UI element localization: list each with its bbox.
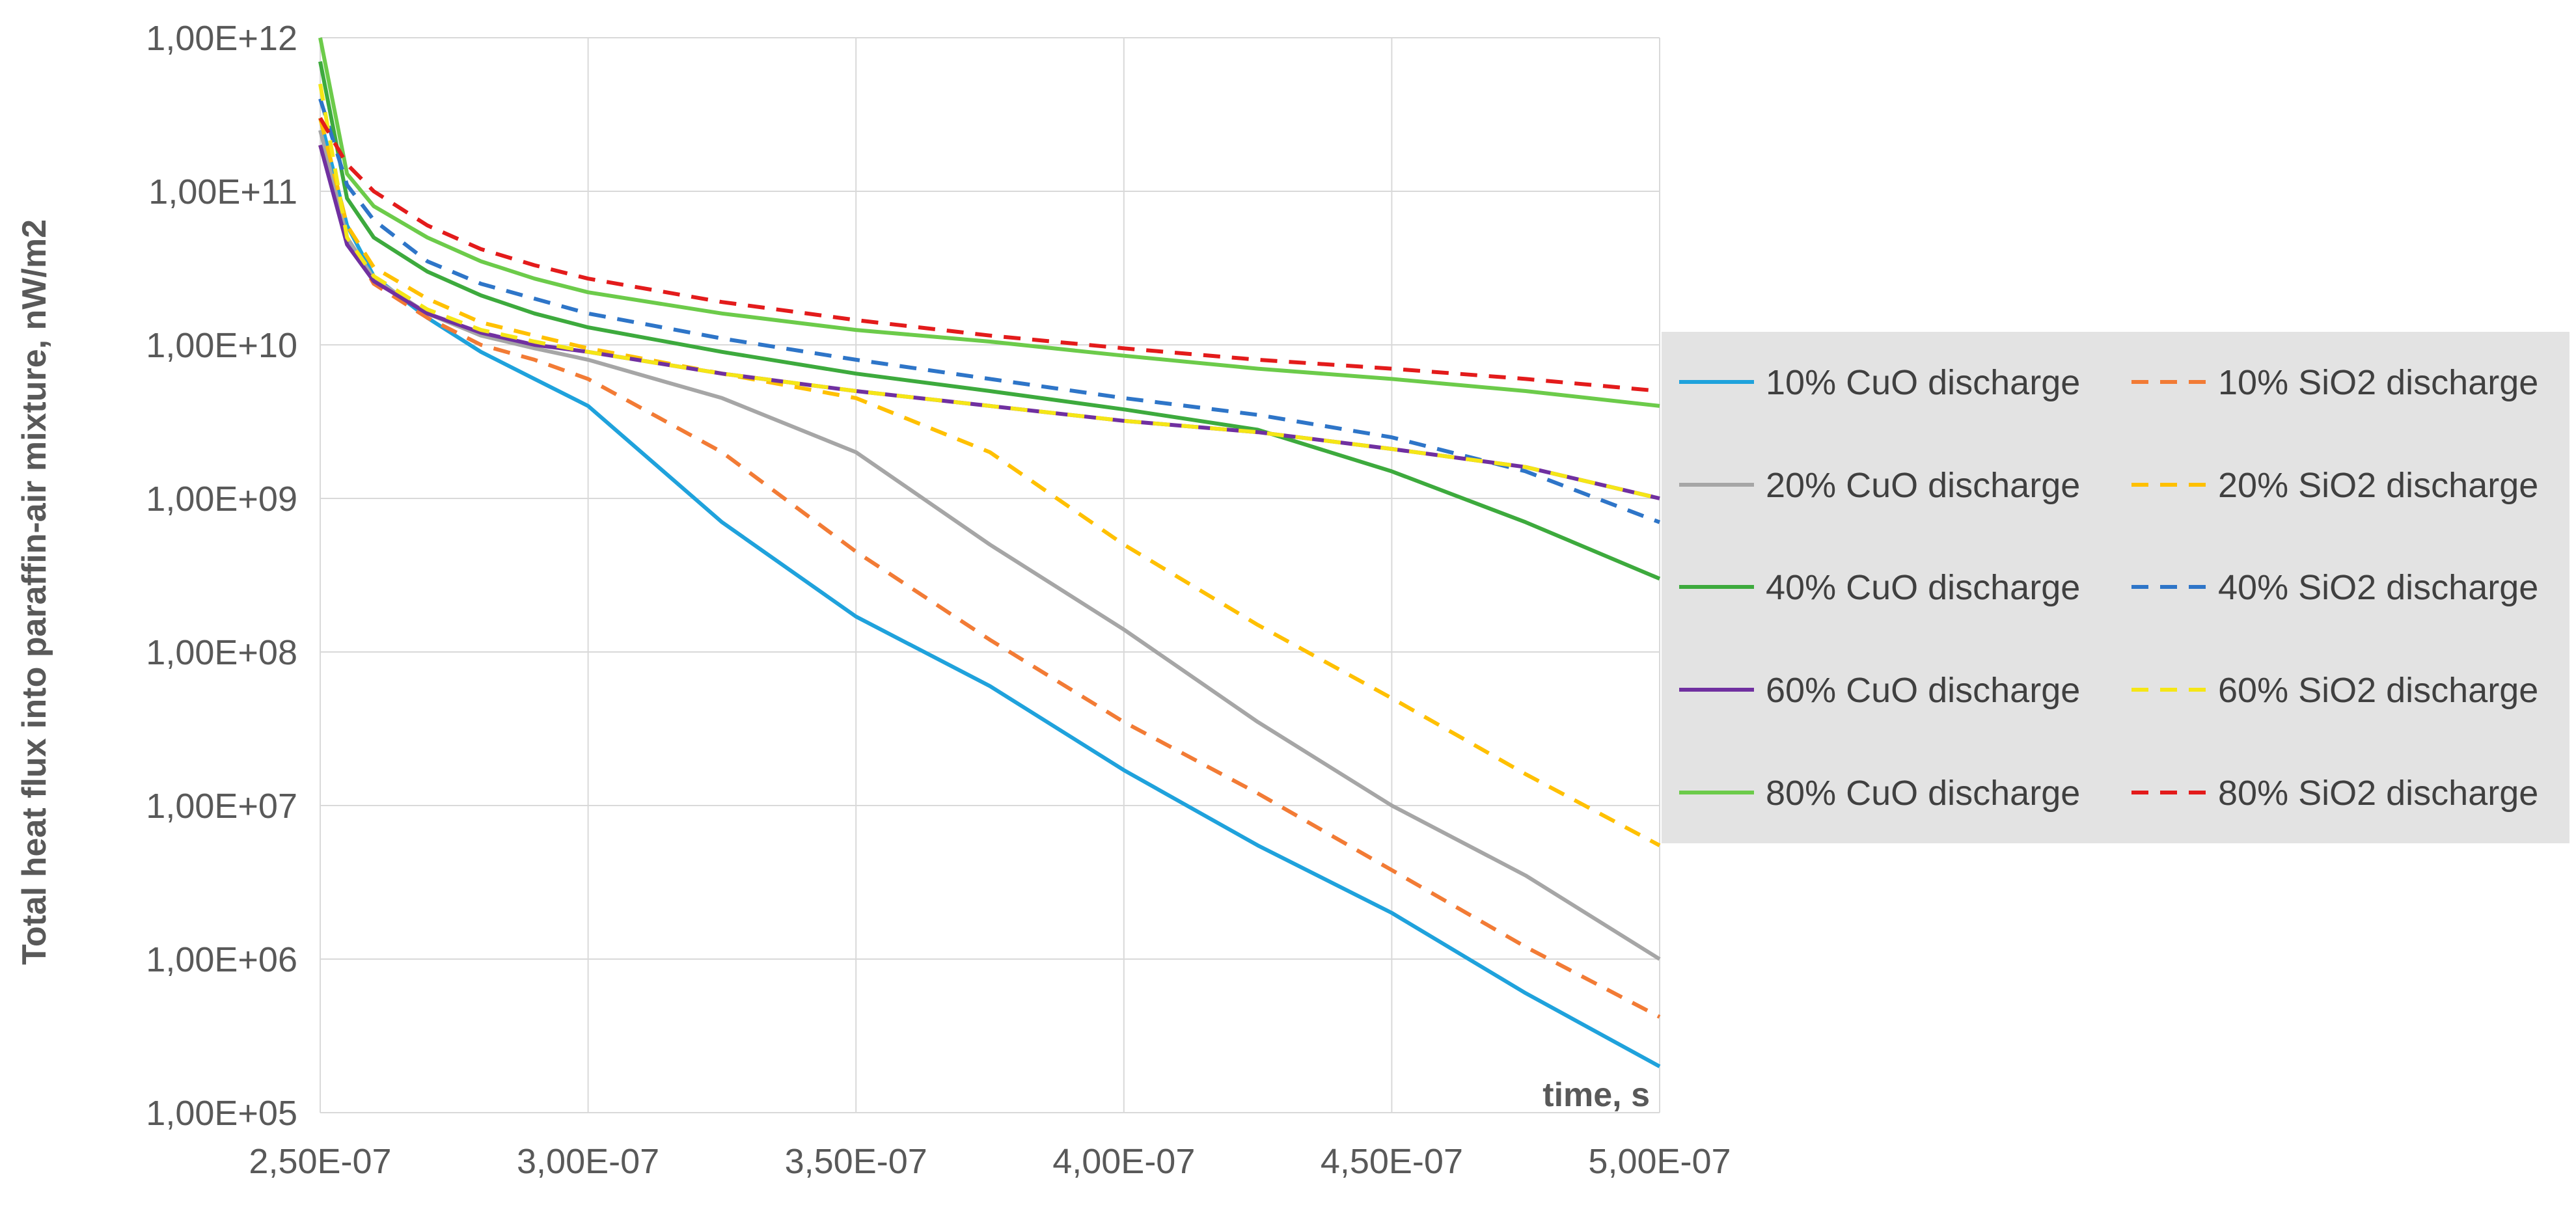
y-axis-ticks: 1,00E+12 1,00E+11 1,00E+10 1,00E+09 1,00E+08…: [146, 19, 297, 1133]
series-line: [318, 129, 1661, 961]
x-axis-ticks: 2,50E-07 3,00E-07 3,50E-07 4,00E-07 4,50E-07…: [249, 1142, 1731, 1181]
legend-label: 10% CuO discharge: [1766, 363, 2080, 402]
chart-series-lines: [318, 37, 1661, 1068]
legend-label: 80% CuO discharge: [1766, 774, 2080, 813]
legend-label: 80% SiO2 discharge: [2218, 774, 2538, 813]
legend-label: 40% CuO discharge: [1766, 568, 2080, 607]
x-tick-label: 3,00E-07: [517, 1142, 659, 1181]
legend-label: 20% SiO2 discharge: [2218, 466, 2538, 505]
chart-legend: 10% CuO discharge 10% SiO2 discharge 20% C…: [1662, 332, 2569, 843]
y-tick-label: 1,00E+11: [148, 172, 297, 211]
legend-label: 10% SiO2 discharge: [2218, 363, 2538, 402]
y-tick-label: 1,00E+05: [146, 1094, 297, 1133]
y-tick-label: 1,00E+07: [146, 787, 297, 826]
legend-label: 40% SiO2 discharge: [2218, 568, 2538, 607]
y-tick-label: 1,00E+10: [146, 326, 297, 365]
legend-background: [1662, 332, 2569, 843]
series-line: [318, 61, 1661, 581]
y-tick-label: 1,00E+09: [146, 480, 297, 519]
series-line: [318, 83, 1660, 500]
series-line: [318, 37, 1660, 408]
series-line: [318, 117, 1661, 1068]
series-line: [318, 98, 1661, 524]
legend-label: 60% SiO2 discharge: [2218, 671, 2538, 710]
x-tick-label: 4,50E-07: [1321, 1142, 1463, 1181]
x-tick-label: 4,00E-07: [1052, 1142, 1195, 1181]
x-axis-title: time, s: [1542, 1076, 1650, 1114]
series-line: [318, 116, 1660, 393]
y-tick-label: 1,00E+06: [146, 940, 297, 979]
y-tick-label: 1,00E+12: [146, 19, 297, 58]
series-line: [318, 144, 1660, 500]
y-axis-title: Total heat flux into paraffin-air mixtur…: [16, 219, 53, 965]
legend-label: 60% CuO discharge: [1766, 671, 2080, 710]
x-tick-label: 3,50E-07: [785, 1142, 927, 1181]
legend-label: 20% CuO discharge: [1766, 466, 2080, 505]
x-tick-label: 2,50E-07: [249, 1142, 391, 1181]
y-tick-label: 1,00E+08: [146, 633, 297, 672]
chart-grid: [320, 37, 1660, 1113]
x-tick-label: 5,00E-07: [1588, 1142, 1731, 1181]
series-line: [318, 117, 1661, 847]
